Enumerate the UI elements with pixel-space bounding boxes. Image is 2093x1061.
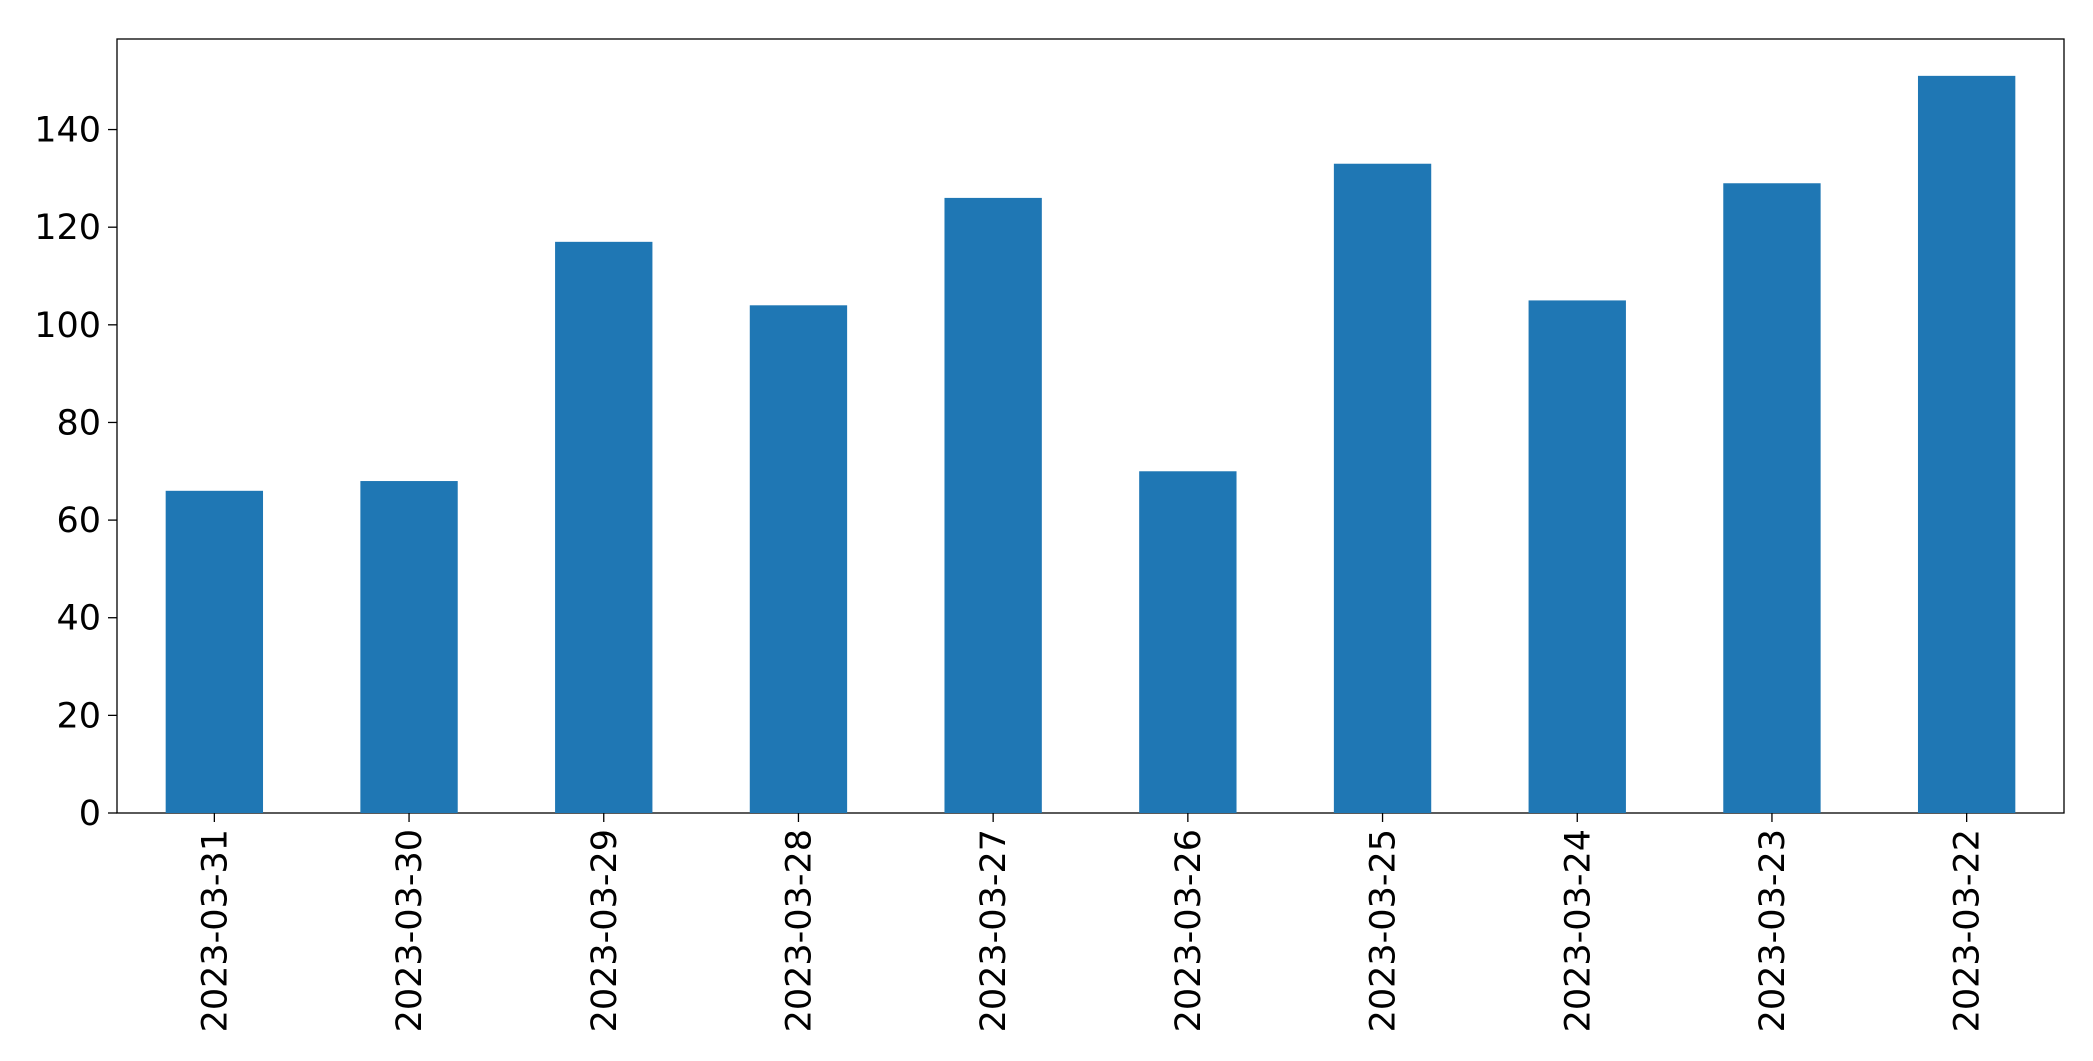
x-tick-label: 2023-03-23 [1753, 829, 1793, 1032]
x-tick-label: 2023-03-31 [195, 829, 235, 1032]
x-tick-label: 2023-03-25 [1364, 829, 1404, 1032]
y-tick-label: 100 [34, 306, 101, 346]
y-tick-label: 120 [34, 208, 101, 248]
axes-frame [116, 38, 2065, 814]
bar [555, 241, 653, 814]
bar [749, 305, 848, 813]
y-tick-label: 80 [56, 403, 101, 443]
bar [1528, 300, 1626, 813]
x-tick-label: 2023-03-28 [779, 829, 819, 1032]
y-tick-label: 60 [56, 501, 101, 541]
x-tick-label: 2023-03-29 [585, 829, 625, 1032]
bar [165, 490, 264, 813]
x-tick-label: 2023-03-22 [1948, 829, 1988, 1032]
x-tick-label: 2023-03-24 [1558, 829, 1598, 1032]
y-tick-label: 140 [34, 111, 101, 151]
bar [1723, 183, 1821, 814]
bar [1917, 75, 2016, 814]
x-tick-label: 2023-03-26 [1169, 829, 1209, 1032]
x-tick-label: 2023-03-30 [390, 829, 430, 1032]
bar [1333, 163, 1432, 814]
bar [360, 481, 458, 813]
bar [1139, 471, 1237, 813]
y-tick-label: 0 [79, 794, 101, 834]
bar [944, 197, 1042, 814]
y-tick-label: 20 [56, 696, 101, 736]
x-tick-label: 2023-03-27 [974, 829, 1014, 1032]
y-tick-label: 40 [56, 599, 101, 639]
